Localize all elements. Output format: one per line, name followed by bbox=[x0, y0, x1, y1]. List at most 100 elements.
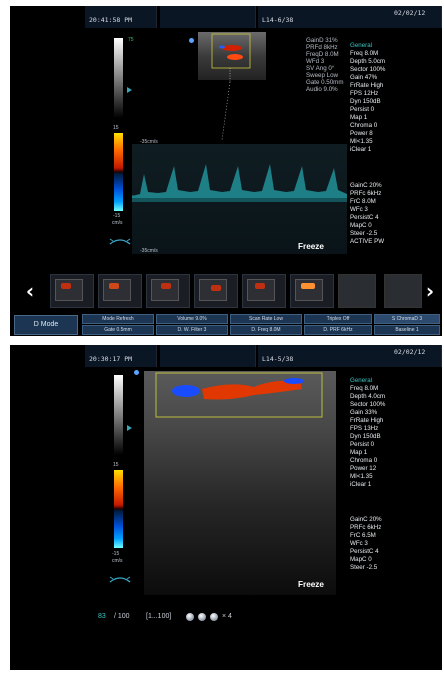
param-freqd: FreqD 8.0M bbox=[306, 51, 339, 58]
grayscale-bar bbox=[114, 375, 123, 455]
color-scale-max: 15 bbox=[113, 125, 119, 131]
cine-frame-index: 83 bbox=[98, 613, 106, 620]
thumbnail-5[interactable] bbox=[242, 274, 286, 308]
general-param: Dyn 150dB bbox=[350, 98, 381, 105]
color-velocity-bar bbox=[114, 470, 123, 548]
baseline-arrow-icon bbox=[127, 425, 132, 431]
general-param: MI<1.35 bbox=[350, 473, 373, 480]
d-freq-button[interactable]: D. Freq 8.0M bbox=[230, 325, 302, 335]
general-param: FPS 12Hz bbox=[350, 90, 379, 97]
color-scale-unit: cm/s bbox=[112, 558, 123, 564]
cine-range: [1...100] bbox=[146, 613, 172, 620]
baseline-arrow-icon bbox=[127, 87, 132, 93]
freeze-indicator: Freeze bbox=[298, 580, 324, 589]
general-param: MI<1.35 bbox=[350, 138, 373, 145]
general-param: Depth 5.0cm bbox=[350, 58, 386, 65]
general-param: FrRate High bbox=[350, 82, 384, 89]
color-param: PersistC 4 bbox=[350, 214, 379, 221]
color-param: FrC 8.0M bbox=[350, 198, 376, 205]
thumbnail-2[interactable] bbox=[98, 274, 142, 308]
thumbnail-3[interactable] bbox=[146, 274, 190, 308]
color-param: GainC 20% bbox=[350, 182, 382, 189]
doppler-screen-2: 20:30:17 PM L14-5/38 02/02/12 15 -15 cm/… bbox=[10, 345, 442, 670]
grayscale-bar bbox=[114, 38, 123, 118]
spectral-scale-top: -35cm/s bbox=[140, 139, 158, 145]
general-param: Map 1 bbox=[350, 114, 368, 121]
cine-rewind-button[interactable] bbox=[186, 613, 194, 621]
color-param: PRFc 6kHz bbox=[350, 190, 382, 197]
general-param: Chroma 0 bbox=[350, 457, 378, 464]
freeze-indicator: Freeze bbox=[298, 242, 324, 251]
doppler-cursor-line bbox=[221, 82, 231, 141]
chroma-d-button[interactable]: S ChromaD 3 bbox=[374, 314, 440, 324]
color-param: PRFc 6kHz bbox=[350, 524, 382, 531]
color-param: MapC 0 bbox=[350, 556, 372, 563]
general-param: Power 8 bbox=[350, 130, 373, 137]
doppler-screen-1: 20:41:58 PM L14-6/38 02/02/12 75 15 -15 … bbox=[10, 6, 442, 336]
cine-speed: × 4 bbox=[222, 613, 232, 620]
general-param: Persist 0 bbox=[350, 106, 375, 113]
general-param: Gain 33% bbox=[350, 409, 378, 416]
d-prf-button[interactable]: D. PRF 6kHz bbox=[304, 325, 372, 335]
color-scale-min: -15 bbox=[112, 551, 120, 557]
general-param: Gain 47% bbox=[350, 74, 378, 81]
wall-filter-button[interactable]: D. W. Filter 3 bbox=[156, 325, 228, 335]
general-param: Chroma 0 bbox=[350, 122, 378, 129]
clock-time: 20:41:58 PM bbox=[89, 16, 133, 24]
thumbnail-empty bbox=[384, 274, 422, 308]
color-roi-box bbox=[211, 33, 251, 69]
general-param: FrRate High bbox=[350, 417, 384, 424]
thumb-prev-button[interactable]: ‹ bbox=[25, 279, 35, 303]
color-param: WFc 3 bbox=[350, 206, 368, 213]
color-velocity-bar bbox=[114, 133, 123, 211]
spectral-scale-bottom: -35cm/s bbox=[140, 248, 158, 254]
flow-red-region bbox=[222, 45, 242, 51]
scan-rate-button[interactable]: Scan Rate Low bbox=[230, 314, 302, 324]
spectral-doppler-trace bbox=[132, 144, 347, 254]
mode-refresh-button[interactable]: Mode Refresh bbox=[82, 314, 154, 324]
general-param: Power 12 bbox=[350, 465, 377, 472]
header-probe-cell: L14-5/38 02/02/12 bbox=[258, 345, 442, 367]
general-param: FPS 13Hz bbox=[350, 425, 379, 432]
cine-frame-total: / 100 bbox=[114, 613, 130, 620]
color-scale-min: -15 bbox=[113, 213, 121, 219]
probe-orientation-icon bbox=[107, 570, 133, 583]
header-probe-cell: L14-6/38 02/02/12 bbox=[258, 6, 442, 28]
thumbnail-4[interactable] bbox=[194, 274, 238, 308]
active-pw-label: ACTIVE PW bbox=[350, 238, 385, 245]
thumbnail-empty bbox=[338, 274, 376, 308]
param-prfd: PRFd 8kHz bbox=[306, 44, 338, 51]
general-param: Persist 0 bbox=[350, 441, 375, 448]
color-param: PersistC 4 bbox=[350, 548, 379, 555]
probe-label: L14-5/38 bbox=[262, 355, 294, 363]
header-time-cell: 20:41:58 PM bbox=[85, 6, 157, 28]
color-scale-unit: cm/s bbox=[112, 220, 123, 226]
cine-forward-button[interactable] bbox=[210, 613, 218, 621]
general-param: Freq 8.0M bbox=[350, 50, 379, 57]
general-param: Sector 100% bbox=[350, 66, 386, 73]
thumbnail-6[interactable] bbox=[290, 274, 334, 308]
thumbnail-1[interactable] bbox=[50, 274, 94, 308]
general-param: iClear 1 bbox=[350, 146, 372, 153]
cine-play-button[interactable] bbox=[198, 613, 206, 621]
color-flow-image bbox=[144, 371, 336, 595]
flow-red-region bbox=[202, 380, 302, 400]
param-wfd: WFd 3 bbox=[306, 58, 325, 65]
header-blank-cell bbox=[160, 345, 256, 367]
d-mode-button[interactable]: D Mode bbox=[14, 315, 78, 335]
triplex-button[interactable]: Triplex Off bbox=[304, 314, 372, 324]
general-param: Sector 100% bbox=[350, 401, 386, 408]
volume-button[interactable]: Volume 9.0% bbox=[156, 314, 228, 324]
general-title: General bbox=[350, 42, 373, 49]
status-dot-icon bbox=[189, 38, 194, 43]
color-flow-image bbox=[198, 32, 266, 82]
baseline-button[interactable]: Baseline 1 bbox=[374, 325, 440, 335]
flow-blue-region bbox=[219, 45, 225, 49]
param-audio: Audio 9.0% bbox=[306, 86, 338, 93]
gate-button[interactable]: Gate 0.5mm bbox=[82, 325, 154, 335]
thumb-next-button[interactable]: › bbox=[425, 279, 435, 303]
status-dot-icon bbox=[134, 370, 139, 375]
color-param: WFc 3 bbox=[350, 540, 368, 547]
color-param: MapC 0 bbox=[350, 222, 372, 229]
date-label: 02/02/12 bbox=[394, 348, 426, 356]
